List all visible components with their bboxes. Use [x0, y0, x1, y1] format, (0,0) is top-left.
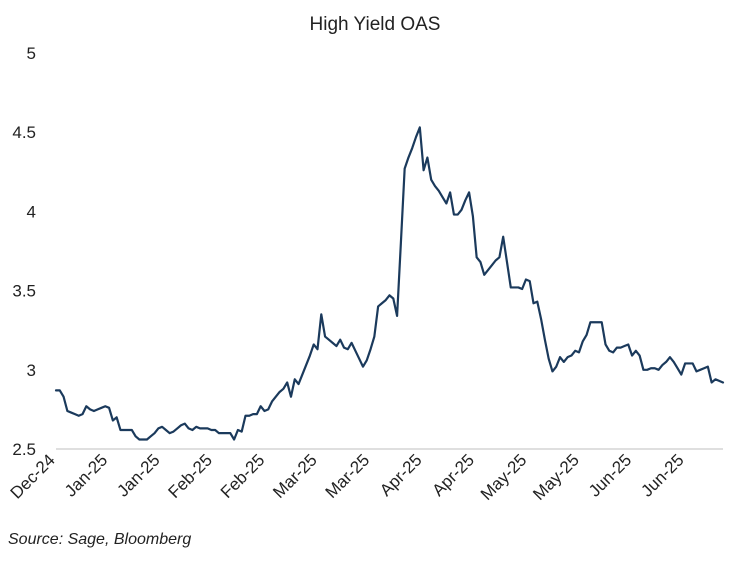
- y-tick-label: 4: [27, 202, 36, 221]
- x-tick-label: Mar-25: [269, 450, 321, 502]
- x-tick-label: May-25: [477, 450, 531, 504]
- x-tick-label: Jun-25: [637, 450, 687, 500]
- y-tick-label: 3.5: [12, 282, 36, 301]
- x-axis: Dec-24 Jan-25 Jan-25 Feb-25 Feb-25 Mar-25 Mar-…: [7, 450, 688, 504]
- y-tick-label: 2.5: [12, 440, 36, 459]
- x-tick-label: Feb-25: [217, 450, 269, 502]
- x-tick-label: May-25: [529, 450, 583, 504]
- y-axis: 2.5 3 3.5 4 4.5 5: [12, 44, 36, 459]
- x-tick-label: Jan-25: [113, 450, 163, 500]
- x-tick-label: Feb-25: [164, 450, 216, 502]
- x-tick-label: Apr-25: [376, 450, 426, 500]
- x-tick-label: Mar-25: [322, 450, 374, 502]
- x-tick-label: Jan-25: [61, 450, 111, 500]
- y-tick-label: 4.5: [12, 123, 36, 142]
- y-tick-label: 3: [27, 361, 36, 380]
- chart-title: High Yield OAS: [310, 14, 441, 35]
- x-tick-label: Jun-25: [585, 450, 635, 500]
- series-line-high-yield-oas: [54, 126, 725, 441]
- source-note: Source: Sage, Bloomberg: [8, 531, 192, 548]
- x-tick-label: Apr-25: [429, 450, 479, 500]
- y-tick-label: 5: [27, 44, 36, 63]
